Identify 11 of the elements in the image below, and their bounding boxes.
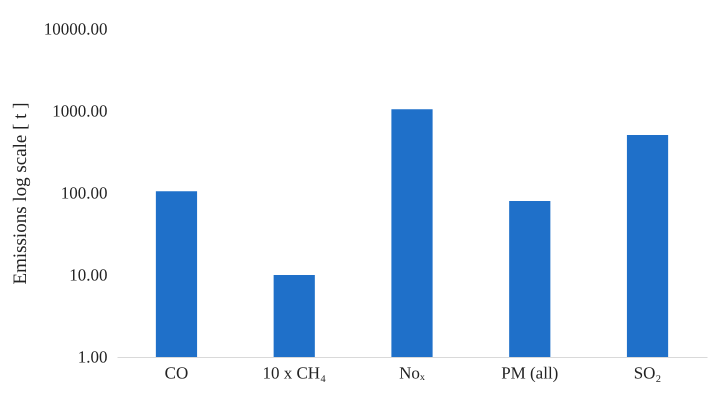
x-tick-label: CO <box>164 364 188 382</box>
y-tick-label: 10.00 <box>69 266 108 284</box>
x-tick-label: PM (all) <box>501 364 558 382</box>
y-tick-label: 100.00 <box>60 184 108 202</box>
x-tick-label: Noₓ <box>399 364 425 382</box>
x-tick-label: SO₂ <box>634 364 662 382</box>
y-axis-title: Emissions log scale [ t ] <box>10 102 31 285</box>
y-tick-label: 1000.00 <box>52 102 108 120</box>
y-tick-label: 10000.00 <box>44 20 108 38</box>
y-tick-label: 1.00 <box>78 348 108 366</box>
x-tick-label: 10 x CH₄ <box>262 364 326 382</box>
